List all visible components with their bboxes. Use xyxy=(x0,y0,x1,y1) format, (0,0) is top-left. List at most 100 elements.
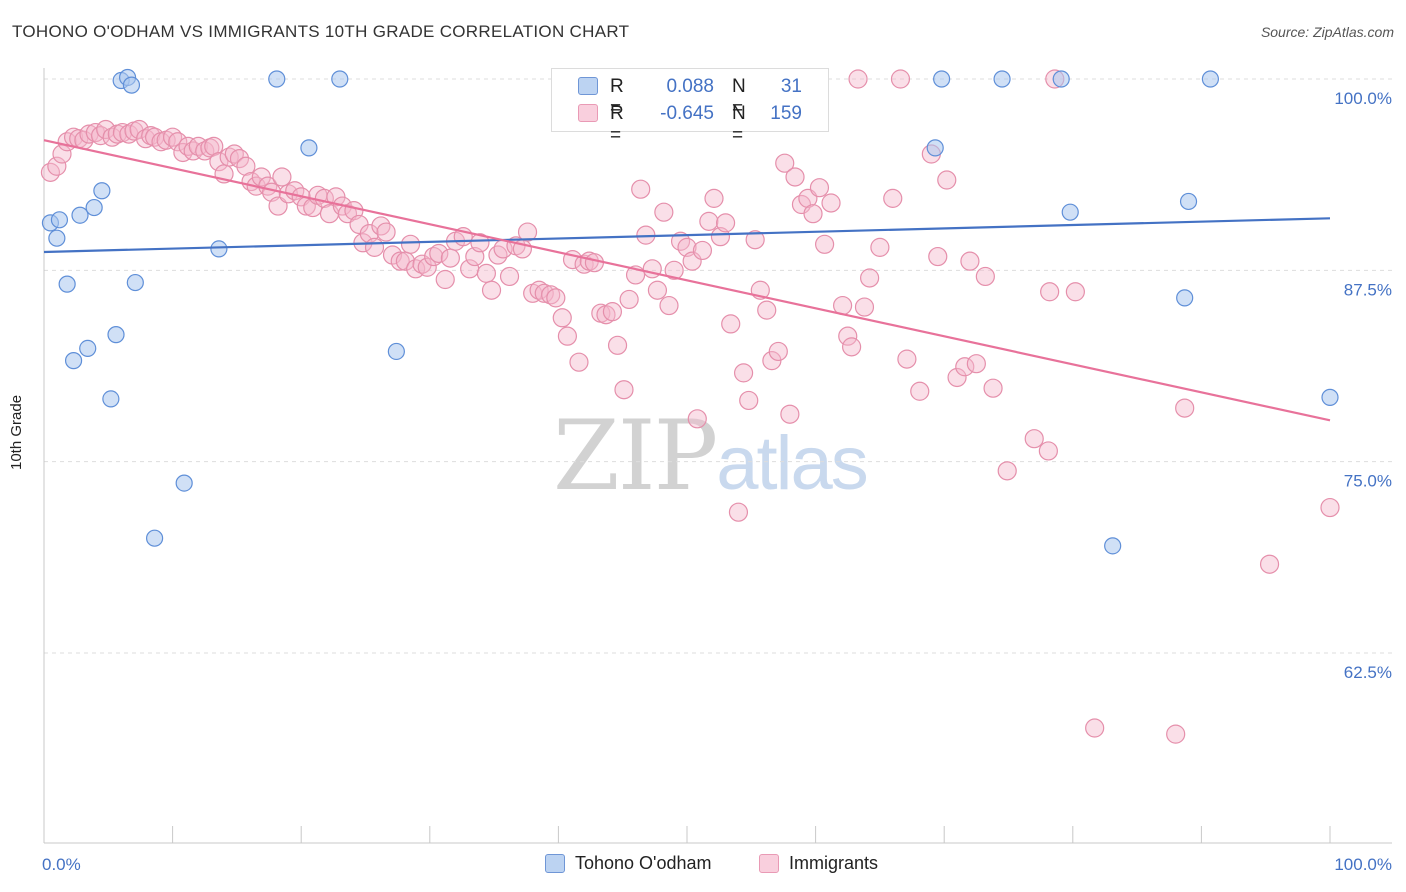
immigrants-point xyxy=(654,202,674,222)
immigrants-point xyxy=(557,326,578,346)
legend-n-value: 159 xyxy=(770,103,802,124)
immigrants-point xyxy=(435,269,455,290)
immigrants-point xyxy=(499,266,520,287)
tohono-point xyxy=(58,275,76,293)
immigrants-point xyxy=(417,257,437,277)
immigrants-trend-line xyxy=(43,139,1331,422)
legend-n-value: 31 xyxy=(780,76,802,97)
immigrants-point xyxy=(470,233,490,253)
immigrants-point xyxy=(733,363,754,383)
immigrants-point xyxy=(1085,718,1105,738)
legend-label-tohono: Tohono O'odham xyxy=(575,853,712,873)
immigrants-point xyxy=(664,260,684,280)
immigrants-point xyxy=(1040,282,1060,302)
immigrants-point xyxy=(552,308,572,328)
immigrants-point xyxy=(1320,497,1340,518)
immigrants-point xyxy=(272,167,292,187)
immigrants-point xyxy=(910,381,930,401)
immigrants-point xyxy=(960,251,980,271)
immigrants-point xyxy=(412,254,432,274)
immigrants-point xyxy=(364,237,385,257)
immigrants-point xyxy=(1024,429,1044,449)
data-points xyxy=(40,68,1340,744)
legend-n-label: N = xyxy=(732,103,746,146)
immigrants-point xyxy=(699,211,719,231)
immigrants-point xyxy=(488,245,508,265)
tohono-point xyxy=(926,139,944,157)
immigrants-point xyxy=(983,378,1003,398)
immigrants-point xyxy=(517,222,538,242)
immigrants-point xyxy=(842,337,862,357)
tohono-point xyxy=(102,390,120,408)
immigrants-point xyxy=(390,251,410,271)
immigrants-point xyxy=(429,243,449,264)
tohono-point xyxy=(1061,203,1079,221)
immigrants-point xyxy=(1065,282,1085,302)
immigrants-point xyxy=(745,230,765,250)
tohono-point xyxy=(1104,537,1122,555)
tohono-point xyxy=(210,240,228,258)
immigrants-point xyxy=(631,179,651,199)
immigrants-point xyxy=(400,234,421,254)
immigrants-point xyxy=(997,461,1017,481)
trend-lines xyxy=(43,139,1331,422)
immigrants-point xyxy=(757,300,777,320)
immigrants-point xyxy=(860,268,880,288)
tohono-point xyxy=(71,206,89,224)
tohono-point xyxy=(93,182,111,200)
immigrants-point xyxy=(775,153,795,173)
immigrants-point xyxy=(739,390,759,411)
legend-swatch-pink xyxy=(578,104,598,122)
immigrants-point xyxy=(966,354,986,374)
immigrants-point xyxy=(780,404,800,424)
tohono-point xyxy=(1176,289,1194,307)
immigrants-point xyxy=(619,289,639,310)
immigrants-point xyxy=(102,127,122,147)
legend-r-label: R = xyxy=(610,76,624,119)
immigrants-point xyxy=(209,152,229,172)
tohono-point xyxy=(107,326,125,344)
immigrants-point xyxy=(534,283,554,303)
immigrants-point xyxy=(687,409,707,429)
immigrants-point xyxy=(607,335,628,355)
correlation-legend: R = 0.088 N = 31 R = -0.645 N = 159 xyxy=(551,68,829,146)
immigrants-point xyxy=(440,248,460,268)
immigrants-point xyxy=(229,148,250,169)
tohono-point xyxy=(300,139,318,157)
immigrants-point xyxy=(854,297,875,317)
tohono-point xyxy=(387,342,405,361)
immigrants-point xyxy=(897,349,917,369)
immigrants-point xyxy=(728,502,749,522)
legend-r-label: R = xyxy=(610,103,624,146)
legend-swatch-blue xyxy=(545,854,565,873)
tohono-point xyxy=(993,70,1011,88)
immigrants-point xyxy=(1259,554,1280,574)
immigrants-point xyxy=(47,156,67,176)
immigrants-point xyxy=(424,246,444,267)
immigrants-point xyxy=(1175,398,1195,418)
x-tick-label: 0.0% xyxy=(42,855,81,874)
immigrants-point xyxy=(955,357,975,377)
immigrants-point xyxy=(785,167,805,187)
legend-label-immigrants: Immigrants xyxy=(789,853,879,873)
tohono-point xyxy=(1179,192,1198,211)
watermark-atlas: atlas xyxy=(716,421,869,506)
immigrants-point xyxy=(803,204,823,224)
immigrants-point xyxy=(809,178,830,198)
tohono-point xyxy=(1321,388,1339,406)
immigrants-point xyxy=(937,170,957,190)
immigrants-point xyxy=(96,119,116,140)
immigrants-point xyxy=(704,188,724,208)
immigrants-point xyxy=(838,326,858,346)
immigrants-point xyxy=(721,314,741,334)
immigrants-point xyxy=(659,295,679,316)
tohono-point xyxy=(50,211,69,229)
source-label: Source: ZipAtlas.com xyxy=(1260,24,1394,40)
immigrants-point xyxy=(529,280,549,300)
legend-swatch-blue xyxy=(578,77,598,95)
tohono-point xyxy=(268,70,286,88)
immigrants-point xyxy=(204,136,224,156)
immigrants-point xyxy=(947,367,967,388)
tohono-trend-line xyxy=(43,217,1331,254)
tohono-point xyxy=(48,229,66,247)
